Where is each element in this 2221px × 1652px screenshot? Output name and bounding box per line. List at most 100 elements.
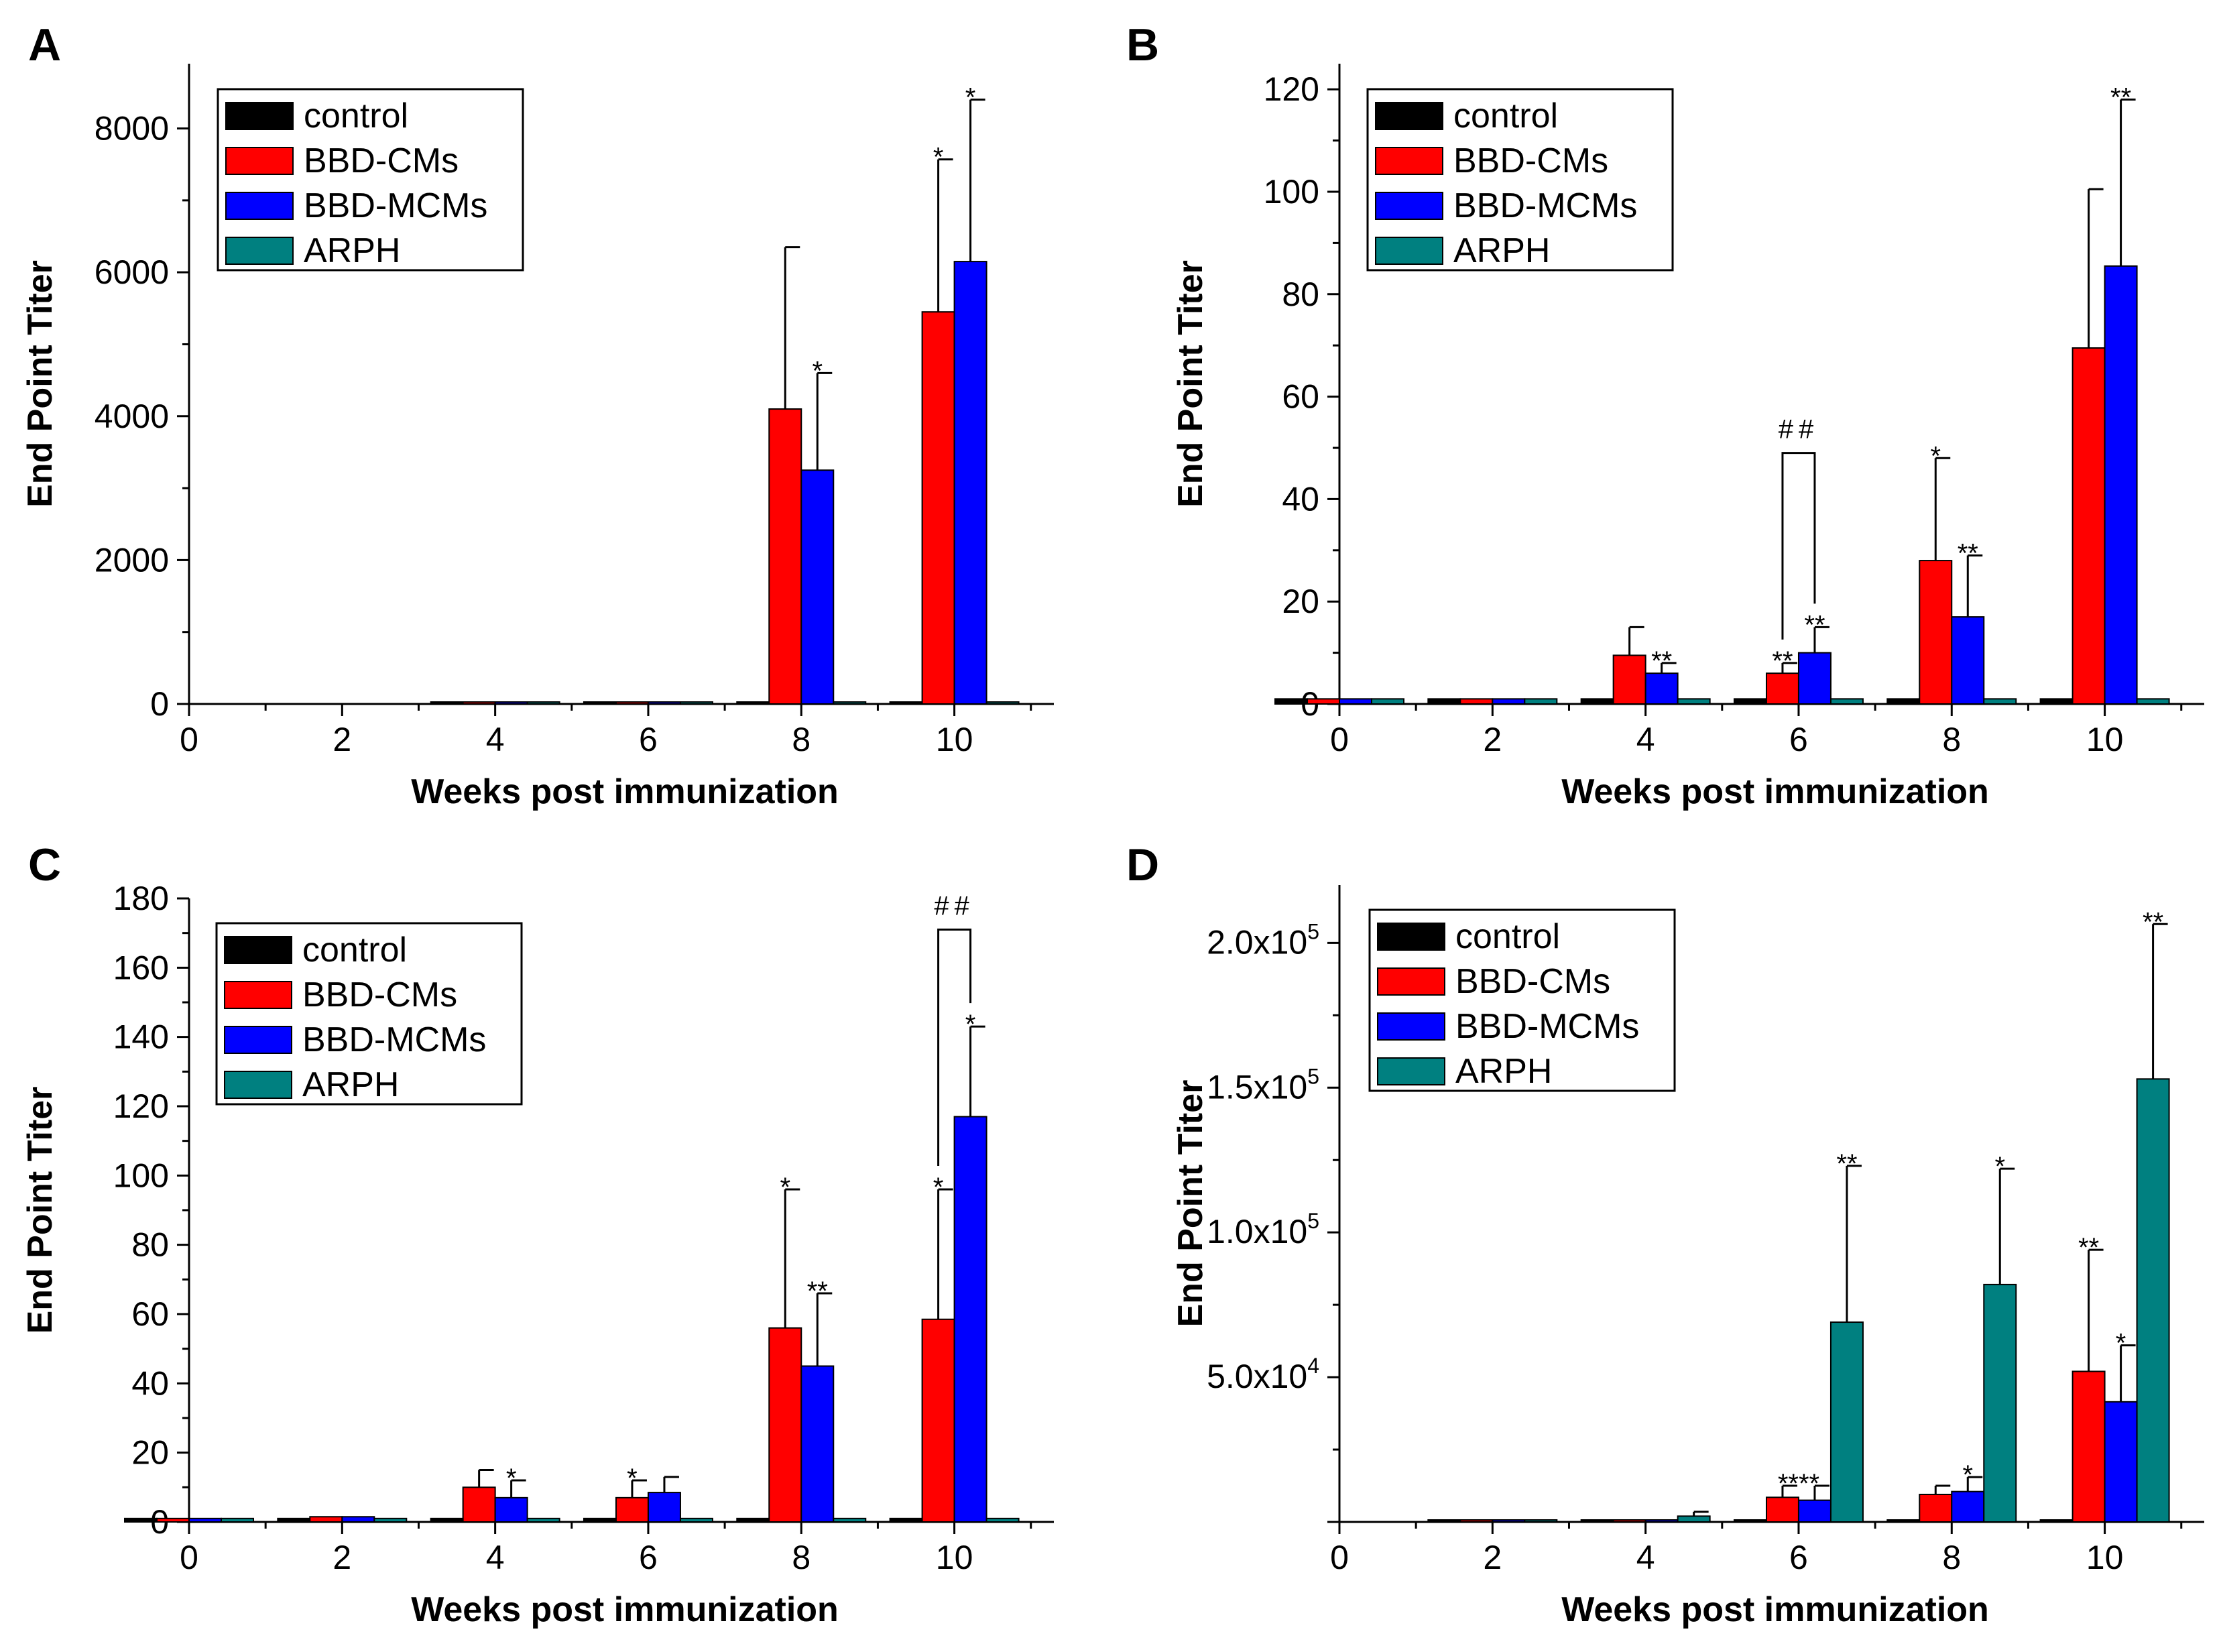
bar-arph-wk8[interactable]	[833, 1517, 867, 1523]
bar-bbd-mcms-wk10[interactable]	[953, 1116, 987, 1523]
bar-control-wk4[interactable]	[430, 1517, 464, 1523]
significance-marker: *	[780, 1173, 790, 1202]
bar-bbd-mcms-wk2[interactable]	[341, 1516, 375, 1523]
bar-bbd-cms-wk2[interactable]	[1459, 1519, 1494, 1523]
bar-arph-wk10[interactable]	[2136, 1078, 2170, 1523]
bar-bbd-cms-wk0[interactable]	[1307, 698, 1340, 705]
bar-bbd-cms-wk0[interactable]	[156, 1517, 190, 1523]
bar-bbd-mcms-wk6[interactable]	[647, 1492, 681, 1523]
bar-bbd-mcms-wk6[interactable]	[1797, 652, 1832, 705]
bar-bbd-cms-wk2[interactable]	[309, 1516, 343, 1523]
bar-control-wk10[interactable]	[2039, 698, 2074, 705]
bar-bbd-mcms-wk4[interactable]	[1644, 672, 1679, 705]
bar-bbd-mcms-wk8[interactable]	[1951, 1490, 1985, 1523]
bar-control-wk4[interactable]	[1580, 1519, 1614, 1523]
bar-bbd-cms-wk10[interactable]	[921, 1318, 955, 1523]
bar-control-wk0[interactable]	[124, 1517, 158, 1523]
bar-arph-wk10[interactable]	[985, 1517, 1020, 1523]
bar-control-wk2[interactable]	[1427, 698, 1461, 705]
bar-arph-wk6[interactable]	[1829, 698, 1864, 705]
bar-bbd-cms-wk6[interactable]	[1765, 672, 1799, 705]
panel-d: D0 2 4 6 8 105.0x1041.0x1051.5x1052.0x105Week…	[1126, 839, 2204, 1629]
y-tick-label: 40	[131, 1364, 169, 1402]
bar-bbd-mcms-wk4[interactable]	[494, 1496, 528, 1523]
bar-arph-wk8[interactable]	[1983, 1283, 2017, 1523]
bar-control-wk8[interactable]	[1886, 698, 1921, 705]
bar-control-wk6[interactable]	[583, 701, 617, 705]
bar-arph-wk6[interactable]	[679, 701, 713, 705]
bar-arph-wk0[interactable]	[1371, 698, 1404, 705]
bar-arph-wk2[interactable]	[1524, 698, 1558, 705]
bar-bbd-cms-wk2[interactable]	[1459, 698, 1494, 705]
x-tick-label: 10	[936, 721, 973, 758]
bar-bbd-cms-wk6[interactable]	[615, 1496, 649, 1523]
bar-bbd-mcms-wk10[interactable]	[2104, 265, 2138, 705]
bar-bbd-mcms-wk8[interactable]	[800, 1365, 835, 1523]
bar-bbd-mcms-wk2[interactable]	[1492, 698, 1526, 705]
bar-arph-wk2[interactable]	[1524, 1519, 1558, 1523]
x-tick-label: 2	[333, 1539, 351, 1576]
bar-control-wk0[interactable]	[1274, 698, 1308, 705]
bar-bbd-cms-wk8[interactable]	[768, 1327, 802, 1523]
bar-arph-wk0[interactable]	[221, 1517, 254, 1523]
bar-bbd-mcms-wk4[interactable]	[1644, 1519, 1679, 1523]
bar-arph-wk4[interactable]	[1677, 1515, 1711, 1523]
x-tick-label: 2	[1483, 721, 1502, 758]
bar-control-wk8[interactable]	[736, 701, 770, 705]
bar-bbd-cms-wk8[interactable]	[768, 408, 802, 705]
bar-bbd-mcms-wk6[interactable]	[1797, 1499, 1832, 1523]
bar-bbd-cms-wk4[interactable]	[462, 701, 496, 705]
bar-bbd-mcms-wk8[interactable]	[1951, 616, 1985, 705]
bar-arph-wk2[interactable]	[373, 1517, 408, 1523]
significance-marker: *	[933, 143, 944, 172]
bar-bbd-mcms-wk2[interactable]	[1492, 1519, 1526, 1523]
bar-bbd-cms-wk8[interactable]	[1919, 1493, 1953, 1523]
bar-arph-wk8[interactable]	[833, 701, 867, 705]
x-tick-label: 8	[1942, 1539, 1961, 1576]
bar-control-wk4[interactable]	[430, 701, 464, 705]
bar-control-wk6[interactable]	[583, 1517, 617, 1523]
bar-arph-wk4[interactable]	[1677, 698, 1711, 705]
y-tick-mantissa: 5.0x10	[1207, 1358, 1307, 1395]
bar-bbd-cms-wk10[interactable]	[2072, 1370, 2106, 1523]
bar-control-wk8[interactable]	[1886, 1519, 1921, 1523]
significance-marker: *	[965, 83, 976, 113]
bar-control-wk2[interactable]	[277, 1517, 311, 1523]
bar-control-wk10[interactable]	[2039, 1519, 2074, 1523]
significance-marker: *	[1930, 441, 1941, 471]
bar-bbd-mcms-wk10[interactable]	[953, 261, 987, 705]
bar-bbd-cms-wk4[interactable]	[1612, 1519, 1646, 1523]
bar-bbd-cms-wk4[interactable]	[1612, 654, 1646, 705]
bar-bbd-cms-wk4[interactable]	[462, 1486, 496, 1523]
bar-arph-wk6[interactable]	[1829, 1321, 1864, 1523]
bar-control-wk2[interactable]	[1427, 1519, 1461, 1523]
y-axis-title: End Point Titer	[1171, 260, 1210, 508]
bar-control-wk8[interactable]	[736, 1517, 770, 1523]
bar-bbd-cms-wk8[interactable]	[1919, 560, 1953, 705]
bar-bbd-cms-wk10[interactable]	[921, 311, 955, 705]
bar-arph-wk10[interactable]	[985, 701, 1020, 705]
bar-arph-wk10[interactable]	[2136, 698, 2170, 705]
bar-arph-wk4[interactable]	[526, 1517, 560, 1523]
bar-arph-wk4[interactable]	[526, 701, 560, 705]
significance-marker: **	[1772, 646, 1793, 676]
bar-control-wk4[interactable]	[1580, 698, 1614, 705]
bar-bbd-cms-wk10[interactable]	[2072, 347, 2106, 705]
bar-bbd-mcms-wk0[interactable]	[1339, 698, 1372, 705]
bar-control-wk10[interactable]	[889, 701, 923, 705]
bar-bbd-cms-wk6[interactable]	[1765, 1496, 1799, 1523]
bar-bbd-mcms-wk0[interactable]	[188, 1517, 222, 1523]
bar-arph-wk6[interactable]	[679, 1517, 713, 1523]
bar-bbd-mcms-wk10[interactable]	[2104, 1401, 2138, 1523]
bar-bbd-mcms-wk6[interactable]	[647, 701, 681, 705]
bar-control-wk6[interactable]	[1733, 1519, 1767, 1523]
bar-bbd-mcms-wk4[interactable]	[494, 701, 528, 705]
bar-bbd-mcms-wk8[interactable]	[800, 469, 835, 705]
y-tick-label: 6000	[95, 253, 169, 291]
x-tick-label: 2	[333, 721, 351, 758]
bar-control-wk6[interactable]	[1733, 698, 1767, 705]
bar-arph-wk8[interactable]	[1983, 698, 2017, 705]
legend-label-control: control	[1455, 917, 1560, 956]
bar-control-wk10[interactable]	[889, 1517, 923, 1523]
bar-bbd-cms-wk6[interactable]	[615, 701, 649, 705]
